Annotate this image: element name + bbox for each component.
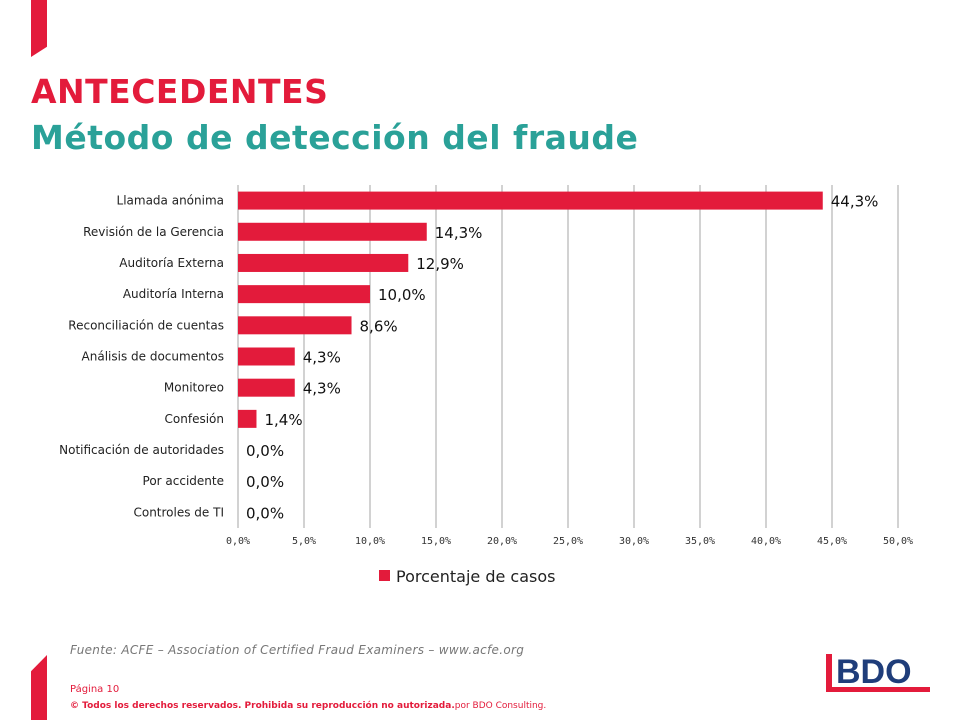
- x-tick-label: 30,0%: [619, 536, 649, 547]
- labels: 0,0% 5,0% 10,0% 15,0% 20,0% 25,0% 30,0% 35,0% 40…: [59, 193, 913, 547]
- legend-label: Porcentaje de casos: [396, 567, 555, 586]
- x-tick-label: 40,0%: [751, 536, 781, 547]
- x-tick-label: 50,0%: [883, 536, 913, 547]
- data-label: 8,6%: [360, 317, 398, 335]
- category-label: Análisis de documentos: [82, 350, 224, 364]
- x-tick-label: 0,0%: [226, 536, 250, 547]
- bar-chart: 0,0% 5,0% 10,0% 15,0% 20,0% 25,0% 30,0% 35,0% 40…: [59, 185, 913, 586]
- decorative-bar-top: [31, 0, 47, 57]
- bar: [238, 378, 295, 397]
- legend: Porcentaje de casos: [379, 567, 555, 586]
- bar: [238, 222, 427, 241]
- category-label: Por accidente: [143, 474, 224, 488]
- bdo-logo: BDO: [826, 653, 930, 692]
- category-label: Monitoreo: [164, 381, 224, 395]
- data-label: 4,3%: [303, 349, 341, 367]
- x-tick-label: 5,0%: [292, 536, 316, 547]
- data-label: 10,0%: [378, 286, 426, 304]
- data-label: 4,3%: [303, 380, 341, 398]
- data-label: 14,3%: [435, 224, 483, 242]
- x-tick-label: 35,0%: [685, 536, 715, 547]
- category-label: Auditoría Interna: [123, 287, 224, 301]
- category-label: Llamada anónima: [117, 194, 224, 208]
- category-label: Revisión de la Gerencia: [83, 225, 224, 239]
- source-note: Fuente: ACFE – Association of Certified …: [70, 643, 525, 657]
- bar: [238, 347, 295, 366]
- data-label: 0,0%: [246, 504, 284, 522]
- data-label: 12,9%: [416, 255, 464, 273]
- legend-swatch: [379, 570, 390, 581]
- bar: [238, 409, 257, 428]
- bar: [238, 253, 409, 272]
- x-tick-label: 15,0%: [421, 536, 451, 547]
- category-label: Auditoría Externa: [119, 256, 224, 270]
- grid-lines: [237, 185, 899, 528]
- category-label: Confesión: [165, 412, 224, 426]
- bar: [238, 316, 352, 335]
- page-number: Página 10: [70, 684, 120, 695]
- logo-text: BDO: [836, 653, 912, 691]
- page-title: ANTECEDENTES: [31, 72, 329, 111]
- x-tick-label: 25,0%: [553, 536, 583, 547]
- data-label: 0,0%: [246, 473, 284, 491]
- bar: [238, 191, 823, 210]
- category-label: Reconciliación de cuentas: [68, 318, 224, 332]
- x-tick-label: 45,0%: [817, 536, 847, 547]
- x-tick-label: 20,0%: [487, 536, 517, 547]
- x-tick-label: 10,0%: [355, 536, 385, 547]
- bars: [238, 191, 823, 428]
- page-subtitle: Método de detección del fraude: [31, 118, 639, 157]
- decorative-bar-bottom: [31, 655, 47, 720]
- data-label: 1,4%: [264, 411, 302, 429]
- category-label: Controles de TI: [133, 505, 224, 519]
- category-label: Notificación de autoridades: [59, 443, 224, 457]
- bar: [238, 285, 370, 304]
- copyright-note: © Todos los derechos reservados. Prohibi…: [70, 701, 546, 711]
- data-label: 44,3%: [831, 193, 879, 211]
- data-label: 0,0%: [246, 442, 284, 460]
- copyright-rest: por BDO Consulting.: [454, 701, 547, 711]
- copyright-bold: © Todos los derechos reservados. Prohibi…: [70, 701, 455, 711]
